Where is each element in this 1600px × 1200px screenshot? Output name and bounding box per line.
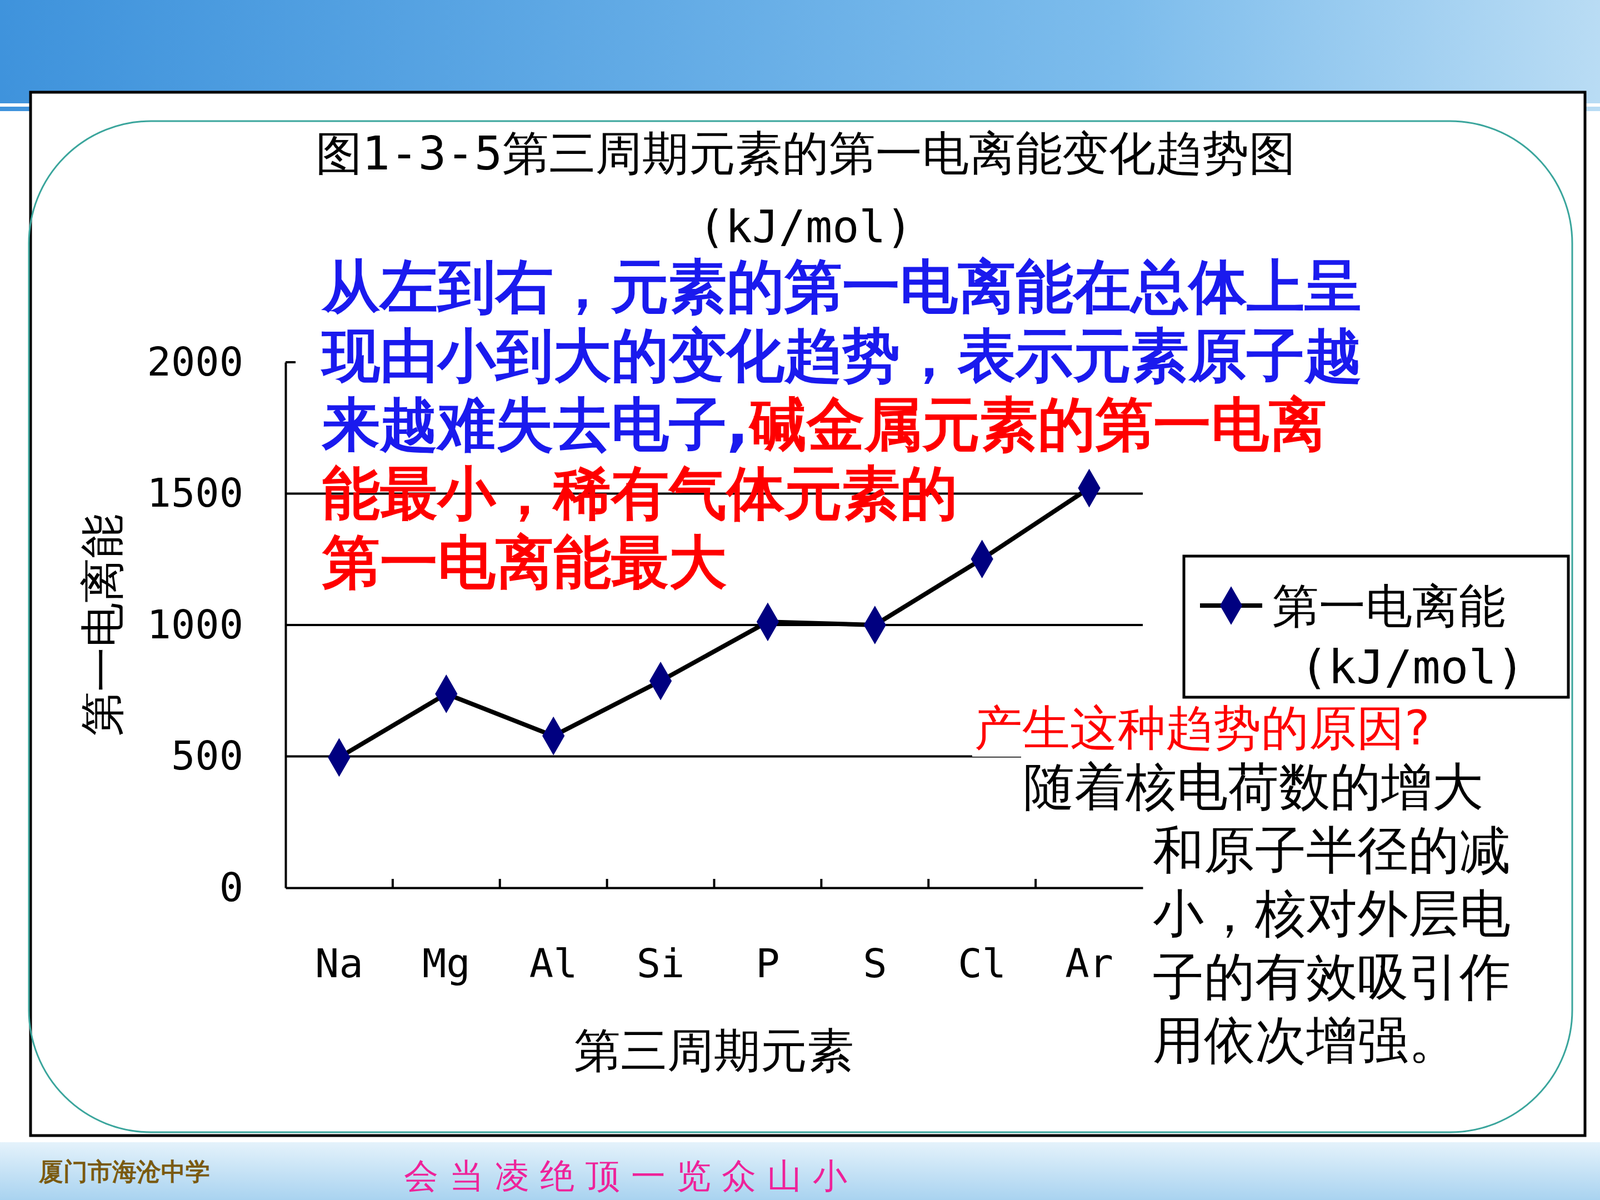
marker	[863, 605, 887, 645]
y-tick: 2000	[147, 338, 286, 385]
y-tick: 1500	[147, 469, 286, 517]
explanation-line: 随着核电荷数的增大	[1023, 757, 1484, 817]
marker	[649, 661, 672, 701]
explanation-line-group: 小，核对外层电	[1150, 882, 1513, 945]
x-axis-title: 第三周期元素	[573, 1023, 854, 1078]
marker	[756, 602, 779, 642]
y-tick: 500	[171, 732, 286, 779]
x-tick: Mg	[422, 940, 471, 987]
x-tick: Na	[315, 940, 364, 987]
grid-line	[285, 623, 1143, 627]
footer-motto: 会 当 凌 绝 顶 一 览 众 山 小	[403, 1155, 847, 1197]
explanation-line-patch	[1150, 946, 1513, 1008]
x-tick-label: Si	[636, 940, 685, 987]
annotation-line: 现由小到大的变化趋势，表示元素原子越	[320, 321, 1363, 390]
annotation-line: 来越难失去电子,碱金属元素的第一电离	[321, 390, 1327, 459]
explanation-line-group: 随着核电荷数的增大	[1021, 756, 1486, 818]
marker	[327, 738, 350, 778]
annotation-run: 来越难失去电子,	[321, 390, 749, 459]
y-axis: 0 500 1000 1500 2000	[147, 338, 287, 911]
legend-label: 第一电离能 (kJ/mol)	[1272, 578, 1525, 695]
category-dividers	[392, 878, 1036, 888]
y-tick: 1000	[147, 601, 286, 648]
x-tick: Ar	[1065, 940, 1114, 987]
footer-school: 厦门市海沧中学	[38, 1157, 210, 1186]
explanation-line: 和原子半径的减	[1152, 820, 1511, 880]
x-tick-label: Na	[315, 940, 364, 987]
x-tick: P	[755, 940, 780, 987]
marker	[1077, 468, 1100, 508]
explanation-line-group: 用依次增强。	[1150, 1009, 1462, 1072]
annotation-line: 能最小，稀有气体元素的	[322, 459, 958, 528]
marker	[435, 674, 458, 714]
explanation-line: 小，核对外层电	[1152, 883, 1511, 944]
explanation-line: 用依次增强。	[1152, 1010, 1460, 1070]
annotation-run: 从左到右，元素的第一电离能在总体上呈	[320, 252, 1363, 321]
legend-label-line: 第一电离能	[1272, 578, 1506, 634]
frame	[30, 92, 1585, 1136]
rounded-frame	[28, 121, 1573, 1133]
y-tick: 0	[219, 863, 286, 911]
explanation-line-patch	[1021, 756, 1486, 818]
category-divider	[927, 878, 930, 888]
legend: 第一电离能 (kJ/mol)	[1183, 556, 1569, 698]
category-divider	[820, 878, 823, 888]
y-tick-label: 2000	[147, 338, 244, 385]
marker	[971, 539, 994, 579]
annotation-run: 能最小，稀有气体元素的	[322, 459, 958, 528]
y-tick-label: 1500	[147, 469, 244, 517]
x-tick-label: S	[862, 940, 887, 987]
x-tick: Al	[529, 940, 578, 987]
x-tick: Cl	[957, 940, 1007, 987]
annotation-line: 从左到右，元素的第一电离能在总体上呈	[320, 252, 1363, 321]
x-axis: Na Mg Al Si P S Cl Ar	[286, 888, 1144, 988]
y-axis-title: 第一电离能	[76, 513, 129, 737]
slide: 图1-3-5第三周期元素的第一电离能变化趋势图 (kJ/mol) 0 500 1000 1…	[0, 0, 1600, 1200]
x-tick-label: Cl	[957, 940, 1007, 987]
question-group: 产生这种趋势的原因?	[972, 698, 1433, 757]
category-divider	[1034, 878, 1037, 888]
explanation-line: 子的有效吸引作	[1152, 947, 1511, 1007]
chart-subtitle: (kJ/mol)	[698, 201, 913, 253]
y-tick-label: 500	[171, 732, 244, 779]
annotation-line: 第一电离能最大	[321, 528, 727, 597]
explanation-line-patch	[1150, 1009, 1462, 1072]
category-divider	[391, 878, 394, 888]
y-axis-line	[285, 362, 288, 889]
legend-marker	[1220, 586, 1243, 625]
explanation-line-patch	[1150, 819, 1513, 882]
annotation-run: 碱金属元素的第一电离	[747, 390, 1327, 459]
y-tick-label: 0	[219, 863, 244, 911]
annotation-paragraph: 从左到右，元素的第一电离能在总体上呈现由小到大的变化趋势，表示元素原子越来越难失…	[320, 252, 1363, 597]
x-tick-label: P	[755, 940, 780, 987]
explanation-line-group: 子的有效吸引作	[1150, 946, 1513, 1008]
x-tick: S	[862, 940, 887, 987]
chart-title: 图1-3-5第三周期元素的第一电离能变化趋势图	[315, 126, 1297, 181]
category-divider	[713, 878, 716, 888]
x-tick-label: Al	[529, 940, 578, 987]
explanation-line-group: 和原子半径的减	[1150, 819, 1513, 882]
annotation-run: 现由小到大的变化趋势，表示元素原子越	[320, 321, 1363, 390]
category-divider	[606, 878, 609, 888]
y-tick-label: 1000	[147, 601, 244, 648]
category-divider	[498, 878, 502, 888]
footer-band	[0, 1142, 1600, 1200]
question: 产生这种趋势的原因?	[974, 700, 1430, 756]
x-tick-label: Ar	[1065, 940, 1114, 987]
question-patch	[972, 698, 1433, 757]
legend-label-line: (kJ/mol)	[1300, 640, 1525, 695]
legend-box	[1183, 556, 1569, 698]
explanation-line-patch	[1150, 882, 1513, 945]
x-tick-label: Mg	[422, 940, 471, 987]
x-tick: Si	[636, 940, 685, 987]
annotation-run: 第一电离能最大	[321, 528, 727, 597]
marker	[542, 716, 565, 756]
axis-cap	[285, 361, 296, 364]
